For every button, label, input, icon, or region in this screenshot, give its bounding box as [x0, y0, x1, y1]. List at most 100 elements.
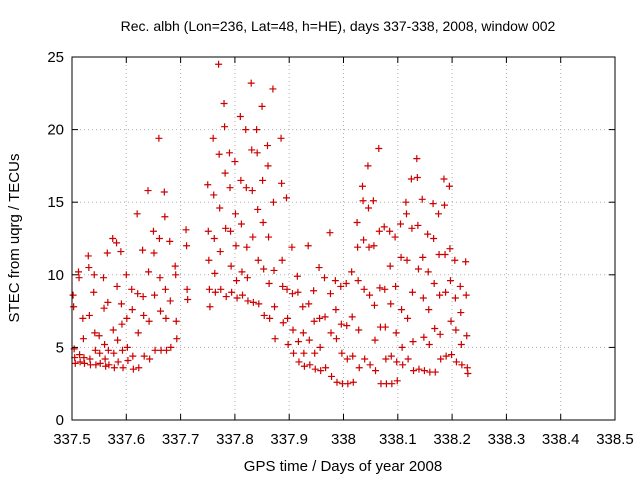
x-axis-ticks: 337.5 337.6 337.7 337.8 337.9 338 338.1 338.2 33… [53, 57, 634, 448]
data-point [259, 176, 267, 184]
data-point [211, 269, 219, 277]
data-point [237, 220, 245, 228]
x-tick-label: 338.5 [596, 431, 634, 448]
data-point [420, 333, 428, 341]
data-point [337, 320, 345, 328]
data-point [430, 235, 438, 242]
data-point [404, 355, 412, 363]
data-point [441, 250, 449, 258]
data-point [215, 60, 223, 68]
data-point [445, 182, 453, 190]
data-point [381, 323, 389, 331]
data-point [220, 99, 228, 107]
data-point [317, 367, 325, 375]
data-point [288, 243, 296, 251]
y-tick-label: 25 [47, 49, 64, 66]
data-point [242, 126, 250, 134]
data-point [129, 352, 137, 360]
data-point [216, 204, 224, 212]
data-point [375, 144, 383, 152]
data-point [260, 311, 268, 319]
data-point [271, 303, 279, 311]
data-point [452, 358, 460, 366]
data-point [408, 224, 416, 232]
data-point [464, 370, 472, 378]
data-point [204, 227, 212, 235]
data-point [119, 364, 127, 372]
data-point [456, 282, 464, 290]
data-point [150, 249, 158, 257]
data-point [354, 243, 362, 251]
data-point [349, 378, 357, 386]
data-point [446, 277, 454, 285]
data-point [348, 313, 356, 321]
data-point [215, 150, 223, 158]
data-point [110, 364, 118, 372]
data-point [217, 285, 225, 293]
data-point [134, 329, 142, 337]
data-point [437, 355, 445, 363]
data-point [355, 326, 363, 334]
x-tick-label: 338 [331, 431, 356, 448]
data-point [381, 285, 389, 293]
data-point [182, 226, 190, 234]
data-point [71, 359, 79, 367]
data-point [310, 317, 318, 325]
data-point [398, 343, 406, 351]
data-point [452, 326, 460, 334]
data-point [424, 268, 432, 276]
data-point [227, 227, 235, 235]
data-point [155, 235, 163, 242]
data-point [243, 274, 251, 282]
data-point [410, 367, 418, 375]
data-point [184, 295, 192, 303]
data-point [458, 361, 466, 369]
data-point [343, 355, 351, 363]
data-point [414, 221, 422, 229]
data-point [118, 320, 126, 328]
data-point [306, 361, 314, 369]
data-point [253, 149, 261, 157]
x-tick-label: 338.3 [488, 431, 526, 448]
data-point [259, 219, 267, 227]
data-point [376, 284, 384, 292]
data-point [254, 256, 262, 264]
data-point [359, 197, 367, 205]
data-point [279, 282, 287, 290]
data-point [398, 306, 406, 314]
data-point [294, 338, 302, 346]
x-tick-label: 337.8 [216, 431, 254, 448]
data-point [446, 245, 454, 253]
data-point [104, 346, 112, 354]
data-point [231, 158, 239, 166]
data-point [436, 330, 444, 338]
data-point [70, 303, 78, 311]
x-tick-label: 338.4 [542, 431, 580, 448]
data-point [85, 264, 93, 272]
data-point [239, 291, 247, 299]
data-point [419, 294, 427, 302]
data-point [409, 338, 417, 346]
data-point [140, 311, 148, 319]
data-point [117, 300, 125, 308]
data-point [408, 288, 416, 296]
data-point [322, 364, 330, 372]
data-point [161, 213, 169, 221]
data-point [260, 265, 268, 273]
data-point [139, 293, 147, 301]
data-point [118, 346, 126, 354]
data-point [265, 233, 273, 241]
data-point [149, 227, 157, 235]
data-point [96, 349, 104, 357]
data-point [277, 134, 285, 142]
data-point [231, 210, 239, 218]
data-point [233, 277, 241, 285]
data-point [226, 184, 234, 192]
data-point [393, 377, 401, 385]
data-point [75, 274, 83, 282]
data-point [366, 291, 374, 299]
data-point [104, 298, 112, 306]
data-point [258, 102, 266, 110]
data-point [388, 380, 396, 388]
data-point [100, 304, 108, 312]
